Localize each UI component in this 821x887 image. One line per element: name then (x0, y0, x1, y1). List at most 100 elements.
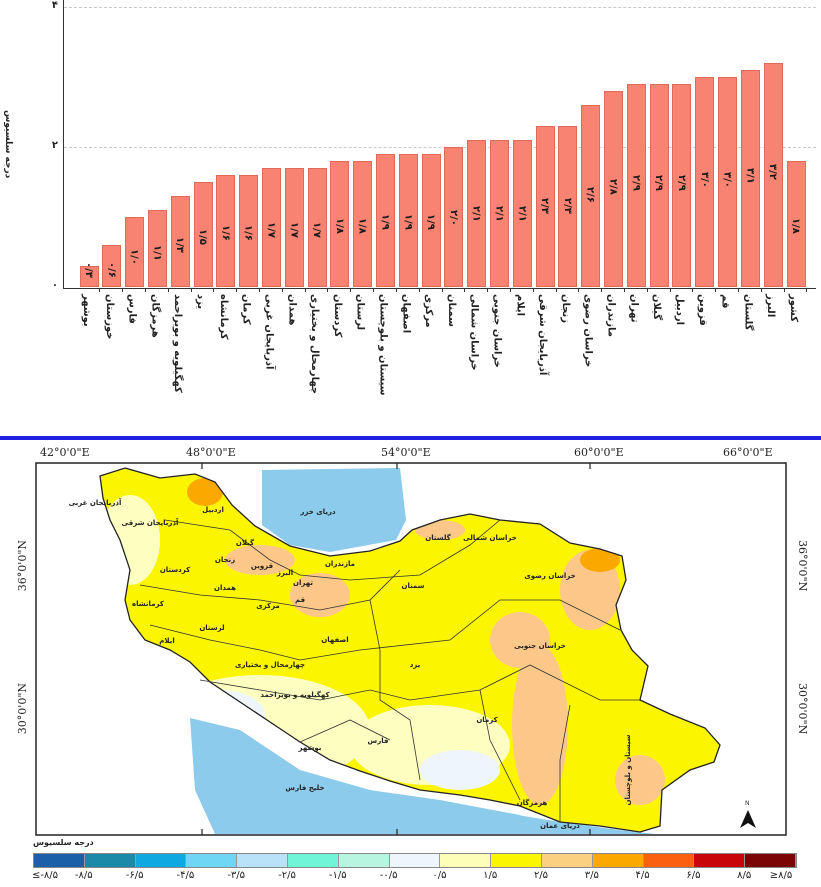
bar-value-label: ۳/۱ (744, 167, 756, 184)
x-tick (99, 288, 101, 292)
x-tick-label: یزد (195, 294, 207, 310)
x-tick-label: اصفهان (400, 294, 412, 334)
bar-value-label: ۱/۳ (174, 236, 186, 253)
bar (125, 217, 145, 287)
bar (695, 77, 715, 287)
province-label: لرستان (199, 624, 225, 632)
gulf-label: خلیج فارس (285, 784, 324, 792)
legend-label: ۸/۵ (737, 870, 752, 881)
legend-label: -۳/۵ (227, 870, 246, 881)
province-label: آذربایجان شرقی (122, 518, 179, 527)
x-tick-label: البرز (765, 294, 777, 318)
bar-value-label: ۱/۱ (151, 244, 163, 261)
bar (170, 196, 190, 287)
province-label: قم (295, 596, 305, 604)
x-tick-label: سیستان و بلوچستان (377, 294, 389, 396)
bar-value-label: ۱/۶ (219, 225, 231, 242)
longitude-label: 60°0'0"E (574, 446, 624, 459)
legend-label: ≤-۸/۵ (31, 870, 59, 881)
legend-label: -۴/۵ (176, 870, 195, 881)
legend-swatch (643, 854, 695, 867)
province-label: کرمانشاه (132, 600, 165, 608)
province-label: فارس (368, 737, 389, 745)
legend-label: -۰/۵ (379, 870, 398, 881)
province-label: مرکزی (256, 602, 280, 610)
province-label: هرمزگان (517, 798, 548, 807)
longitude-label: 54°0'0"E (381, 446, 431, 459)
bar (375, 154, 395, 287)
gridline (64, 147, 816, 148)
legend-label: -۲/۵ (278, 870, 296, 881)
bar (330, 161, 350, 287)
bar-value-label: ۰/۳ (83, 262, 94, 278)
legend-swatch (34, 854, 85, 867)
x-tick (646, 288, 648, 292)
x-tick (487, 288, 489, 292)
bar (512, 140, 532, 287)
x-tick-label: قم (719, 294, 731, 309)
bar (467, 140, 487, 287)
x-tick (532, 288, 534, 292)
x-tick-label: گلستان (742, 294, 754, 331)
bar-value-label: ۱/۰ (128, 248, 140, 265)
legend-swatch (287, 854, 339, 867)
legend-swatch (237, 854, 288, 867)
x-tick-label: آذربایجان شرقی (537, 294, 549, 376)
y-axis-label: درجه سلسیوس (3, 110, 13, 179)
legend-label: -۶/۵ (125, 870, 144, 881)
x-tick-label: قزوین (696, 294, 708, 326)
legend-label: ۳/۵ (584, 870, 599, 881)
bar-value-label: ۳/۲ (767, 163, 779, 180)
province-label: کهگیلویه و بویراحمد (260, 690, 330, 699)
bar (353, 161, 373, 287)
x-tick-label: خراسان شمالی (468, 294, 480, 371)
province-label: اردبیل (202, 506, 224, 514)
bar (216, 175, 236, 287)
x-tick (578, 288, 580, 292)
legend-swatch (592, 854, 644, 867)
bar-value-label: ۲/۱ (493, 206, 505, 222)
x-tick (236, 288, 238, 292)
province-label: اصفهان (321, 636, 348, 644)
x-tick (281, 288, 283, 292)
province-label: چهارمحال و بختیاری (235, 661, 305, 669)
bar-value-label: ۲/۹ (675, 175, 687, 192)
province-label: البرز (276, 569, 293, 577)
bar-value-label: ۲/۰ (447, 210, 459, 226)
legend-label: ۲/۵ (533, 870, 549, 881)
bar-value-label: ۲/۳ (561, 198, 573, 215)
x-tick-label: کرمان (240, 294, 252, 325)
x-tick-label: همدان (286, 294, 298, 326)
bar (284, 168, 304, 287)
x-tick (373, 288, 375, 292)
x-tick (122, 288, 124, 292)
legend-label: -۱/۵ (328, 870, 347, 881)
bar-value-label: ۲/۹ (653, 175, 665, 192)
x-tick-label: مرکزی (423, 294, 435, 328)
persian-gulf (190, 718, 545, 834)
legend-label: ۰/۵ (432, 870, 447, 881)
longitude-label: 42°0'0"E (40, 446, 90, 459)
x-tick-label: آذربایجان غربی (263, 294, 275, 370)
legend-label: ۴/۵ (635, 870, 650, 881)
bar-value-label: ۲/۹ (630, 175, 642, 192)
legend-swatch (491, 854, 542, 867)
province-label: قزوین (251, 562, 274, 570)
latitude-label-right: 36°0'0"N (796, 540, 809, 592)
legend-label: -۸/۵ (74, 870, 93, 881)
bar-value-label: ۱/۵ (197, 229, 209, 246)
x-tick-label: اردبیل (673, 294, 685, 326)
x-tick (692, 288, 694, 292)
province-label: آذربایجان غربی (69, 498, 122, 507)
north-arrow-icon (740, 810, 756, 828)
bar-value-label: ۲/۱ (516, 206, 528, 222)
legend-title: درجه سلسیوس (33, 838, 94, 847)
bar-value-label: ۱/۹ (402, 213, 414, 230)
x-tick (167, 288, 169, 292)
bar-value-label: ۱/۸ (356, 217, 368, 234)
separator-line (0, 436, 821, 440)
province-label: خراسان رضوی (524, 572, 575, 580)
x-tick (350, 288, 352, 292)
x-tick-label: گیلان (651, 294, 663, 321)
bar (672, 84, 692, 287)
